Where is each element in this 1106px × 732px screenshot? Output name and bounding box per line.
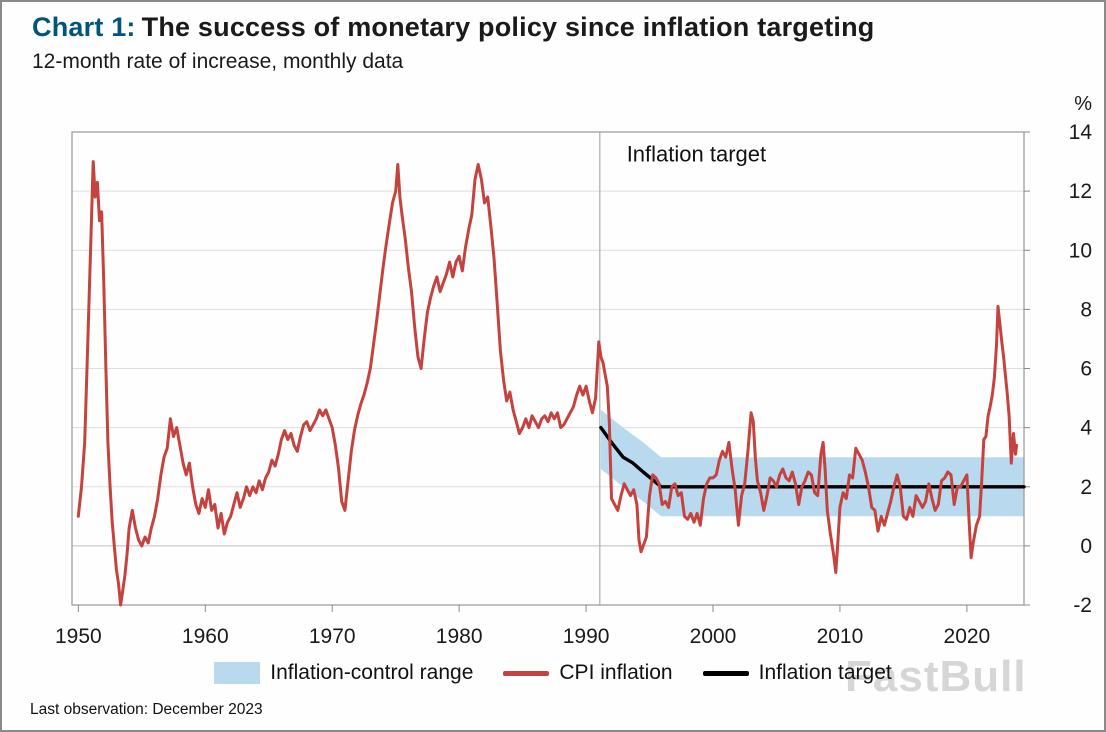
x-tick-label: 2000: [690, 625, 737, 648]
legend-label: Inflation target: [758, 661, 892, 684]
red-line-swatch-icon: [503, 670, 550, 676]
legend-label: Inflation-control range: [270, 661, 474, 684]
chart-title-text: The success of monetary policy since inf…: [141, 12, 875, 42]
x-tick-label: 1980: [436, 625, 483, 648]
inflation-control-range-band: [600, 409, 1024, 517]
legend-item-cpi-inflation: CPI inflation: [503, 661, 673, 685]
y-tick-label: 6: [1080, 358, 1092, 381]
x-tick-label: 1970: [309, 625, 356, 648]
cpi-inflation-line: [76, 160, 1019, 607]
x-tick-label: 1990: [563, 625, 610, 648]
black-line-swatch-icon: [702, 670, 749, 676]
y-tick-label: 4: [1080, 417, 1092, 440]
y-tick-label: -2: [1073, 594, 1092, 617]
y-tick-label: 12: [1069, 180, 1092, 203]
y-tick-label: 14: [1069, 121, 1093, 144]
band-swatch-icon: [214, 662, 261, 684]
chart-title: Chart 1: The success of monetary policy s…: [32, 12, 875, 43]
legend: Inflation-control range CPI inflation In…: [2, 661, 1104, 685]
y-tick-label: 0: [1080, 535, 1092, 558]
x-tick-label: 1950: [55, 625, 102, 648]
watermark: FastBull: [845, 652, 1027, 701]
legend-label: CPI inflation: [559, 661, 673, 684]
legend-item-inflation-target: Inflation target: [702, 661, 892, 685]
x-tick-label: 2020: [944, 625, 991, 648]
x-tick-label: 1960: [182, 625, 229, 648]
last-observation-note: Last observation: December 2023: [30, 701, 263, 718]
y-tick-label: 10: [1069, 239, 1092, 262]
x-tick-label: 2010: [817, 625, 864, 648]
chart-header: Chart 1: The success of monetary policy s…: [32, 12, 875, 74]
legend-item-inflation-control-range: Inflation-control range: [214, 661, 473, 685]
y-tick-label: 2: [1080, 476, 1092, 499]
inflation-target-line: [599, 425, 1026, 489]
chart-number-label: Chart 1:: [32, 12, 136, 42]
y-axis-unit-label: %: [1074, 93, 1092, 115]
y-tick-label: 8: [1080, 298, 1092, 321]
chart-subtitle: 12-month rate of increase, monthly data: [32, 50, 404, 73]
inflation-target-annotation: Inflation target: [627, 142, 766, 167]
